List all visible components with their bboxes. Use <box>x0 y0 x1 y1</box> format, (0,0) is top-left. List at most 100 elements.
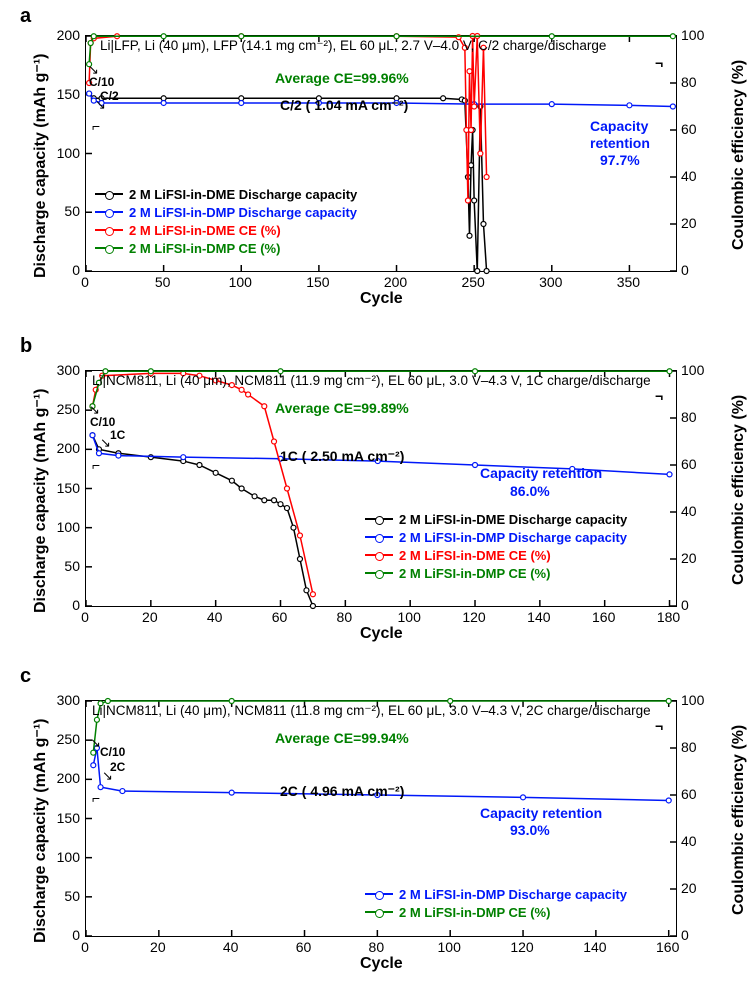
x-tick-label: 180 <box>657 609 680 625</box>
arrow-c2-b: ↘ <box>100 435 111 451</box>
cap-ret-l1-c: Capacity retention <box>480 805 602 821</box>
legend-label: 2 M LiFSI-in-DMP CE (%) <box>129 241 280 256</box>
x-tick-label: 40 <box>223 939 239 955</box>
arrow-c2-a: ↘ <box>95 97 106 113</box>
corner-right-b: ¬ <box>655 388 663 404</box>
x-tick-label: 0 <box>81 609 89 625</box>
yl-tick-label: 200 <box>50 27 80 43</box>
yr-tick-label: 80 <box>681 409 697 425</box>
yr-tick-label: 40 <box>681 168 697 184</box>
x-tick-label: 250 <box>461 274 484 290</box>
yr-tick-label: 100 <box>681 27 704 43</box>
legend-item: 2 M LiFSI-in-DMP Discharge capacity <box>365 885 627 903</box>
x-tick-label: 140 <box>527 609 550 625</box>
corner-left-c: ⌐ <box>92 790 100 806</box>
legend-label: 2 M LiFSI-in-DMP Discharge capacity <box>399 887 627 902</box>
x-tick-label: 80 <box>337 609 353 625</box>
x-tick-label: 60 <box>296 939 312 955</box>
yr-tick-label: 100 <box>681 692 704 708</box>
avg-ce-b: Average CE=99.89% <box>275 400 409 416</box>
yl-tick-label: 300 <box>50 362 80 378</box>
x-label-c: Cycle <box>360 955 403 973</box>
legend-item: 2 M LiFSI-in-DMP Discharge capacity <box>95 203 357 221</box>
corner-left-a: ⌐ <box>92 118 100 134</box>
yr-tick-label: 60 <box>681 121 697 137</box>
cap-ret-l1-b: Capacity retention <box>480 465 602 481</box>
yr-tick-label: 0 <box>681 262 689 278</box>
y-left-label-c: Discharge capacity (mAh g⁻¹) <box>30 719 50 944</box>
yl-tick-label: 100 <box>50 849 80 865</box>
yr-tick-label: 60 <box>681 786 697 802</box>
avg-ce-a: Average CE=99.96% <box>275 70 409 86</box>
yr-tick-label: 40 <box>681 503 697 519</box>
yl-tick-label: 200 <box>50 440 80 456</box>
legend-c: 2 M LiFSI-in-DMP Discharge capacity2 M L… <box>365 885 627 921</box>
corner-left-b: ⌐ <box>92 457 100 473</box>
legend-label: 2 M LiFSI-in-DME Discharge capacity <box>129 187 357 202</box>
x-tick-label: 120 <box>462 609 485 625</box>
yr-tick-label: 100 <box>681 362 704 378</box>
yl-tick-label: 0 <box>50 927 80 943</box>
x-tick-label: 20 <box>142 609 158 625</box>
yl-tick-label: 50 <box>50 203 80 219</box>
x-tick-label: 0 <box>81 939 89 955</box>
y-right-label-b: Coulombic efficiency (%) <box>730 395 748 585</box>
x-tick-label: 140 <box>583 939 606 955</box>
corner-right-c: ¬ <box>655 718 663 734</box>
yr-tick-label: 0 <box>681 927 689 943</box>
yr-tick-label: 80 <box>681 739 697 755</box>
yl-tick-label: 150 <box>50 480 80 496</box>
x-tick-label: 160 <box>592 609 615 625</box>
figure-root: a Li|LFP, Li (40 μm), LFP (14.1 mg cm⁻²)… <box>0 0 756 983</box>
yr-tick-label: 20 <box>681 215 697 231</box>
legend-label: 2 M LiFSI-in-DME Discharge capacity <box>399 512 627 527</box>
x-tick-label: 300 <box>539 274 562 290</box>
yl-tick-label: 100 <box>50 145 80 161</box>
x-tick-label: 0 <box>81 274 89 290</box>
arrow-c10-c: ↘ <box>90 735 101 751</box>
legend-item: 2 M LiFSI-in-DMP CE (%) <box>95 239 357 257</box>
x-tick-label: 50 <box>155 274 171 290</box>
legend-item: 2 M LiFSI-in-DMP CE (%) <box>365 903 627 921</box>
legend-item: 2 M LiFSI-in-DME CE (%) <box>95 221 357 239</box>
arrow-c10-b: ↘ <box>89 402 100 418</box>
avg-ce-c: Average CE=99.94% <box>275 730 409 746</box>
legend-b: 2 M LiFSI-in-DME Discharge capacity 2 M L… <box>365 510 627 582</box>
rate-text-a: C/2 ( 1.04 mA cm⁻²) <box>280 97 408 114</box>
x-tick-label: 150 <box>306 274 329 290</box>
legend-label: 2 M LiFSI-in-DMP CE (%) <box>399 566 550 581</box>
yr-tick-label: 20 <box>681 880 697 896</box>
legend-item: 2 M LiFSI-in-DMP CE (%) <box>365 564 627 582</box>
yl-tick-label: 200 <box>50 770 80 786</box>
cap-ret-val-a: 97.7% <box>600 152 640 168</box>
x-tick-label: 160 <box>656 939 679 955</box>
yl-tick-label: 50 <box>50 888 80 904</box>
x-label-b: Cycle <box>360 625 403 643</box>
c2-label-b: 1C <box>110 428 125 442</box>
x-label-a: Cycle <box>360 290 403 308</box>
legend-item: 2 M LiFSI-in-DME Discharge capacity <box>365 510 627 528</box>
y-left-label-b: Discharge capacity (mAh g⁻¹) <box>30 389 50 614</box>
rate-text-b: 1C ( 2.50 mA cm⁻²) <box>280 448 404 465</box>
y-left-label-a: Discharge capacity (mAh g⁻¹) <box>30 54 50 279</box>
y-right-label-a: Coulombic efficiency (%) <box>730 60 748 250</box>
x-tick-label: 80 <box>369 939 385 955</box>
yl-tick-label: 100 <box>50 519 80 535</box>
yr-tick-label: 80 <box>681 74 697 90</box>
legend-label: 2 M LiFSI-in-DME CE (%) <box>129 223 281 238</box>
yl-tick-label: 250 <box>50 401 80 417</box>
legend-item: 2 M LiFSI-in-DMP Discharge capacity <box>365 528 627 546</box>
cap-ret-val-c: 93.0% <box>510 822 550 838</box>
yl-tick-label: 0 <box>50 262 80 278</box>
x-tick-label: 40 <box>207 609 223 625</box>
yl-tick-label: 150 <box>50 86 80 102</box>
x-tick-label: 200 <box>384 274 407 290</box>
yl-tick-label: 150 <box>50 810 80 826</box>
legend-a: 2 M LiFSI-in-DME Discharge capacity 2 M L… <box>95 185 357 257</box>
panel-label-b: b <box>20 335 32 358</box>
yr-tick-label: 60 <box>681 456 697 472</box>
legend-label: 2 M LiFSI-in-DMP Discharge capacity <box>399 530 627 545</box>
legend-label: 2 M LiFSI-in-DMP Discharge capacity <box>129 205 357 220</box>
yr-tick-label: 40 <box>681 833 697 849</box>
y-right-label-c: Coulombic efficiency (%) <box>730 725 748 915</box>
